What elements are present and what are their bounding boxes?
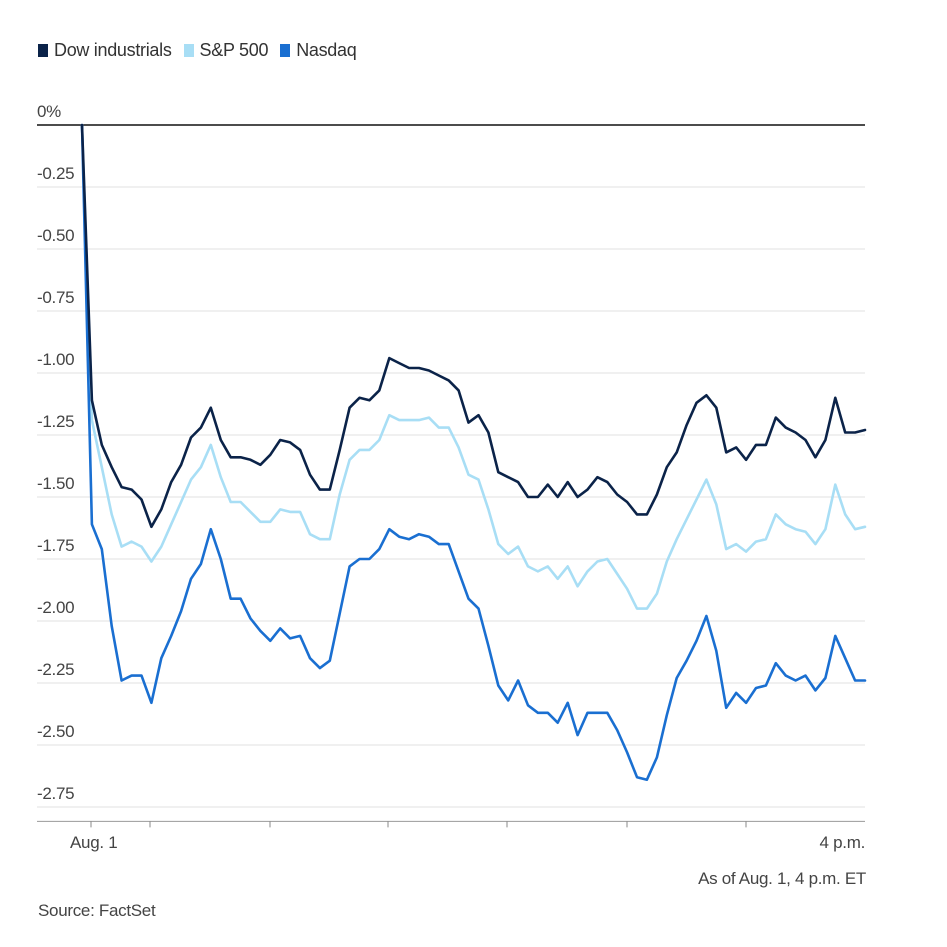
legend-item-sp500: S&P 500 bbox=[183, 40, 269, 61]
legend-item-dow: Dow industrials bbox=[38, 40, 172, 61]
y-axis-labels: 0% -0.25 -0.50 -0.75 -1.00 -1.25 -1.50 -1.75 -2.… bbox=[37, 102, 75, 803]
x-tick-label: 4 p.m. bbox=[820, 833, 865, 852]
legend-swatch-dow bbox=[38, 44, 48, 57]
x-axis: Aug. 1 4 p.m. bbox=[37, 820, 865, 852]
y-tick-label: -0.25 bbox=[37, 164, 74, 183]
y-tick-label: -2.00 bbox=[37, 598, 74, 617]
legend: Dow industrials S&P 500 Nasdaq bbox=[38, 40, 368, 61]
y-tick-label: -1.75 bbox=[37, 536, 74, 555]
y-tick-label: -0.50 bbox=[37, 226, 74, 245]
series-line-nasdaq bbox=[80, 123, 867, 781]
series-line-s-p-500 bbox=[80, 123, 867, 610]
legend-swatch-nasdaq bbox=[280, 44, 291, 57]
y-tick-label: -1.25 bbox=[37, 412, 74, 431]
series-lines bbox=[80, 123, 867, 781]
y-tick-label: -1.00 bbox=[37, 350, 74, 369]
legend-swatch-sp500 bbox=[183, 44, 194, 57]
x-tick-label: Aug. 1 bbox=[70, 833, 117, 852]
legend-item-nasdaq: Nasdaq bbox=[280, 40, 357, 61]
y-tick-label: -2.50 bbox=[37, 722, 74, 741]
source-note: Source: FactSet bbox=[38, 901, 156, 920]
series-line-dow-industrials bbox=[80, 123, 867, 529]
legend-label-sp500: S&P 500 bbox=[199, 40, 269, 60]
y-tick-label: -2.25 bbox=[37, 660, 74, 679]
y-tick-label: -0.75 bbox=[37, 288, 74, 307]
y-tick-label: -1.50 bbox=[37, 474, 74, 493]
y-tick-label: -2.75 bbox=[37, 784, 74, 803]
as-of-note: As of Aug. 1, 4 p.m. ET bbox=[698, 869, 866, 888]
y-tick-label: 0% bbox=[37, 102, 61, 121]
legend-label-dow: Dow industrials bbox=[54, 40, 172, 60]
grid-lines bbox=[37, 124, 865, 808]
legend-label-nasdaq: Nasdaq bbox=[296, 40, 357, 60]
